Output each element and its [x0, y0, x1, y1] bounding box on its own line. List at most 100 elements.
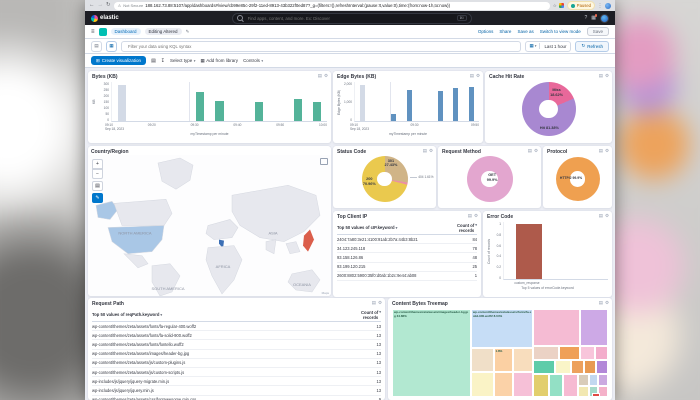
sync-paused-badge[interactable]: Paused [566, 1, 595, 10]
column-header-count[interactable]: Count of records ▾ [457, 222, 477, 233]
bar[interactable] [468, 87, 474, 121]
column-header-req-path[interactable]: Top 50 values of reqPath.keyword ▾ [92, 312, 163, 317]
bar[interactable] [215, 101, 224, 121]
options-link[interactable]: Options [477, 29, 494, 34]
global-search[interactable]: ⌘/ [231, 12, 472, 24]
panel-gear-icon[interactable]: ⚙ [475, 73, 480, 78]
refresh-button[interactable]: ↻ Refresh [575, 40, 609, 52]
treemap-tile[interactable] [577, 385, 589, 397]
treemap-tile[interactable] [591, 392, 601, 397]
share-link[interactable]: Share [499, 29, 512, 34]
bar[interactable] [313, 101, 322, 121]
create-visualization-button[interactable]: ⊞ Create visualization [91, 56, 147, 65]
treemap-tile[interactable] [533, 374, 549, 397]
bar[interactable] [391, 114, 397, 121]
panel-legend-icon[interactable]: ▤ [598, 213, 603, 218]
treemap-tile[interactable]: wp-content/themes/zeta/assets/fonts/fa-s… [470, 309, 534, 348]
request-method-donut[interactable]: GET 99.9% [466, 156, 513, 202]
panels-icon[interactable]: ▤ [151, 57, 156, 64]
help-icon[interactable]: ? [584, 15, 588, 21]
forward-icon[interactable]: → [97, 1, 104, 8]
treemap-tile[interactable] [588, 374, 599, 386]
united-states-shape[interactable] [107, 225, 165, 254]
address-bar[interactable]: ⚠ Not Secure 188.162.73.88:5107/app/dash… [113, 1, 550, 10]
map-attribution[interactable]: Maps [321, 291, 329, 295]
bookmark-star-icon[interactable]: ☆ [552, 2, 557, 8]
panel-gear-icon[interactable]: ⚙ [377, 300, 382, 305]
bar[interactable] [515, 223, 542, 279]
map-zoom-in-button[interactable]: + [92, 159, 103, 169]
map-zoom-out-button[interactable]: − [92, 169, 103, 179]
treemap-tile[interactable] [555, 360, 572, 375]
breadcrumb-dashboard[interactable]: Dashboard [110, 28, 141, 35]
panel-gear-icon[interactable]: ⚙ [604, 148, 609, 153]
back-icon[interactable]: ← [89, 1, 95, 8]
panel-legend-icon[interactable]: ▤ [467, 213, 472, 218]
nav-menu-icon[interactable]: ≡ [91, 28, 95, 35]
browser-menu-icon[interactable]: ⋮ [597, 2, 603, 9]
treemap-tile[interactable] [548, 374, 563, 397]
treemap-tile[interactable] [598, 385, 608, 397]
elastic-logo[interactable]: elastic [91, 14, 119, 22]
panel-legend-icon[interactable]: ▤ [422, 148, 427, 153]
treemap-tile[interactable] [512, 372, 534, 397]
treemap-tile[interactable] [559, 345, 580, 361]
panel-legend-icon[interactable]: ▤ [317, 73, 322, 78]
alerts-icon[interactable]: ▦ [591, 14, 598, 21]
edit-title-icon[interactable]: ✎ [185, 28, 190, 34]
treemap-tile[interactable]: 1.8% [493, 347, 513, 373]
filter-icon[interactable]: ▦ [106, 40, 117, 52]
treemap-tile[interactable] [470, 372, 494, 397]
panel-gear-icon[interactable]: ⚙ [428, 148, 433, 153]
bar[interactable] [360, 84, 366, 121]
select-type-button[interactable]: Select type ▾ [170, 58, 196, 63]
treemap-tile[interactable]: wp-content/themes/zeta/assets/images/hea… [392, 309, 471, 397]
global-search-input[interactable] [245, 14, 454, 22]
time-range-label[interactable]: Last 1 hour [544, 43, 567, 49]
panel-legend-icon[interactable]: ▤ [598, 73, 603, 78]
save-button[interactable]: Save [586, 27, 609, 36]
world-map[interactable]: NORTH AMERICA SOUTH AMERICA AFRICA ASIA … [88, 155, 331, 296]
bar[interactable] [254, 101, 263, 121]
reload-icon[interactable]: ↻ [106, 1, 111, 8]
space-avatar[interactable] [98, 27, 107, 36]
treemap-tile[interactable] [598, 374, 608, 386]
panel-gear-icon[interactable]: ⚙ [533, 148, 538, 153]
saved-query-icon[interactable]: ▤ [91, 40, 102, 52]
japan-shape[interactable] [303, 229, 314, 252]
panel-gear-icon[interactable]: ⚙ [604, 73, 609, 78]
treemap-tile[interactable] [596, 360, 608, 375]
treemap-tile[interactable] [584, 360, 597, 375]
controls-button[interactable]: Controls ▾ [243, 58, 264, 63]
map-draw-tool-button[interactable]: ✎ [92, 193, 103, 203]
user-avatar[interactable] [599, 13, 609, 23]
bar[interactable] [117, 84, 126, 121]
treemap-tile[interactable] [493, 372, 513, 397]
panel-legend-icon[interactable]: ▤ [598, 148, 603, 153]
column-header-client-ip[interactable]: Top 50 values of cIP.keyword ▾ [337, 225, 398, 230]
map-expand-icon[interactable] [320, 158, 328, 165]
bar[interactable] [195, 92, 205, 121]
panel-gear-icon[interactable]: ⚙ [473, 213, 478, 218]
treemap-tile[interactable] [533, 345, 560, 361]
kql-input-box[interactable] [121, 40, 522, 52]
panel-gear-icon[interactable]: ⚙ [323, 73, 328, 78]
treemap-tile[interactable] [577, 374, 589, 386]
bar[interactable] [293, 99, 302, 121]
status-code-pie[interactable]: 301 27.43% 200 70.96% 404 1.61% [361, 156, 434, 202]
panel-legend-icon[interactable]: ▤ [598, 300, 603, 305]
panel-gear-icon[interactable]: ⚙ [604, 300, 609, 305]
browser-avatar[interactable] [605, 2, 611, 9]
bar[interactable] [437, 90, 443, 121]
protocol-donut[interactable]: HTTP/2 99.9% [555, 157, 600, 201]
extensions-icon[interactable] [559, 3, 565, 8]
panel-legend-icon[interactable]: ▤ [371, 300, 376, 305]
import-icon[interactable]: ↧ [160, 57, 165, 64]
treemap-tile[interactable] [470, 347, 494, 373]
date-picker[interactable]: ▦ ▾ Last 1 hour [525, 40, 572, 52]
cache-hit-donut[interactable]: Miss 18.62% Hit 81.38% [521, 82, 576, 136]
treemap-tile[interactable] [533, 360, 556, 375]
panel-legend-icon[interactable]: ▤ [469, 73, 474, 78]
treemap-tile[interactable] [595, 345, 608, 361]
save-as-link[interactable]: Save as [517, 29, 534, 34]
